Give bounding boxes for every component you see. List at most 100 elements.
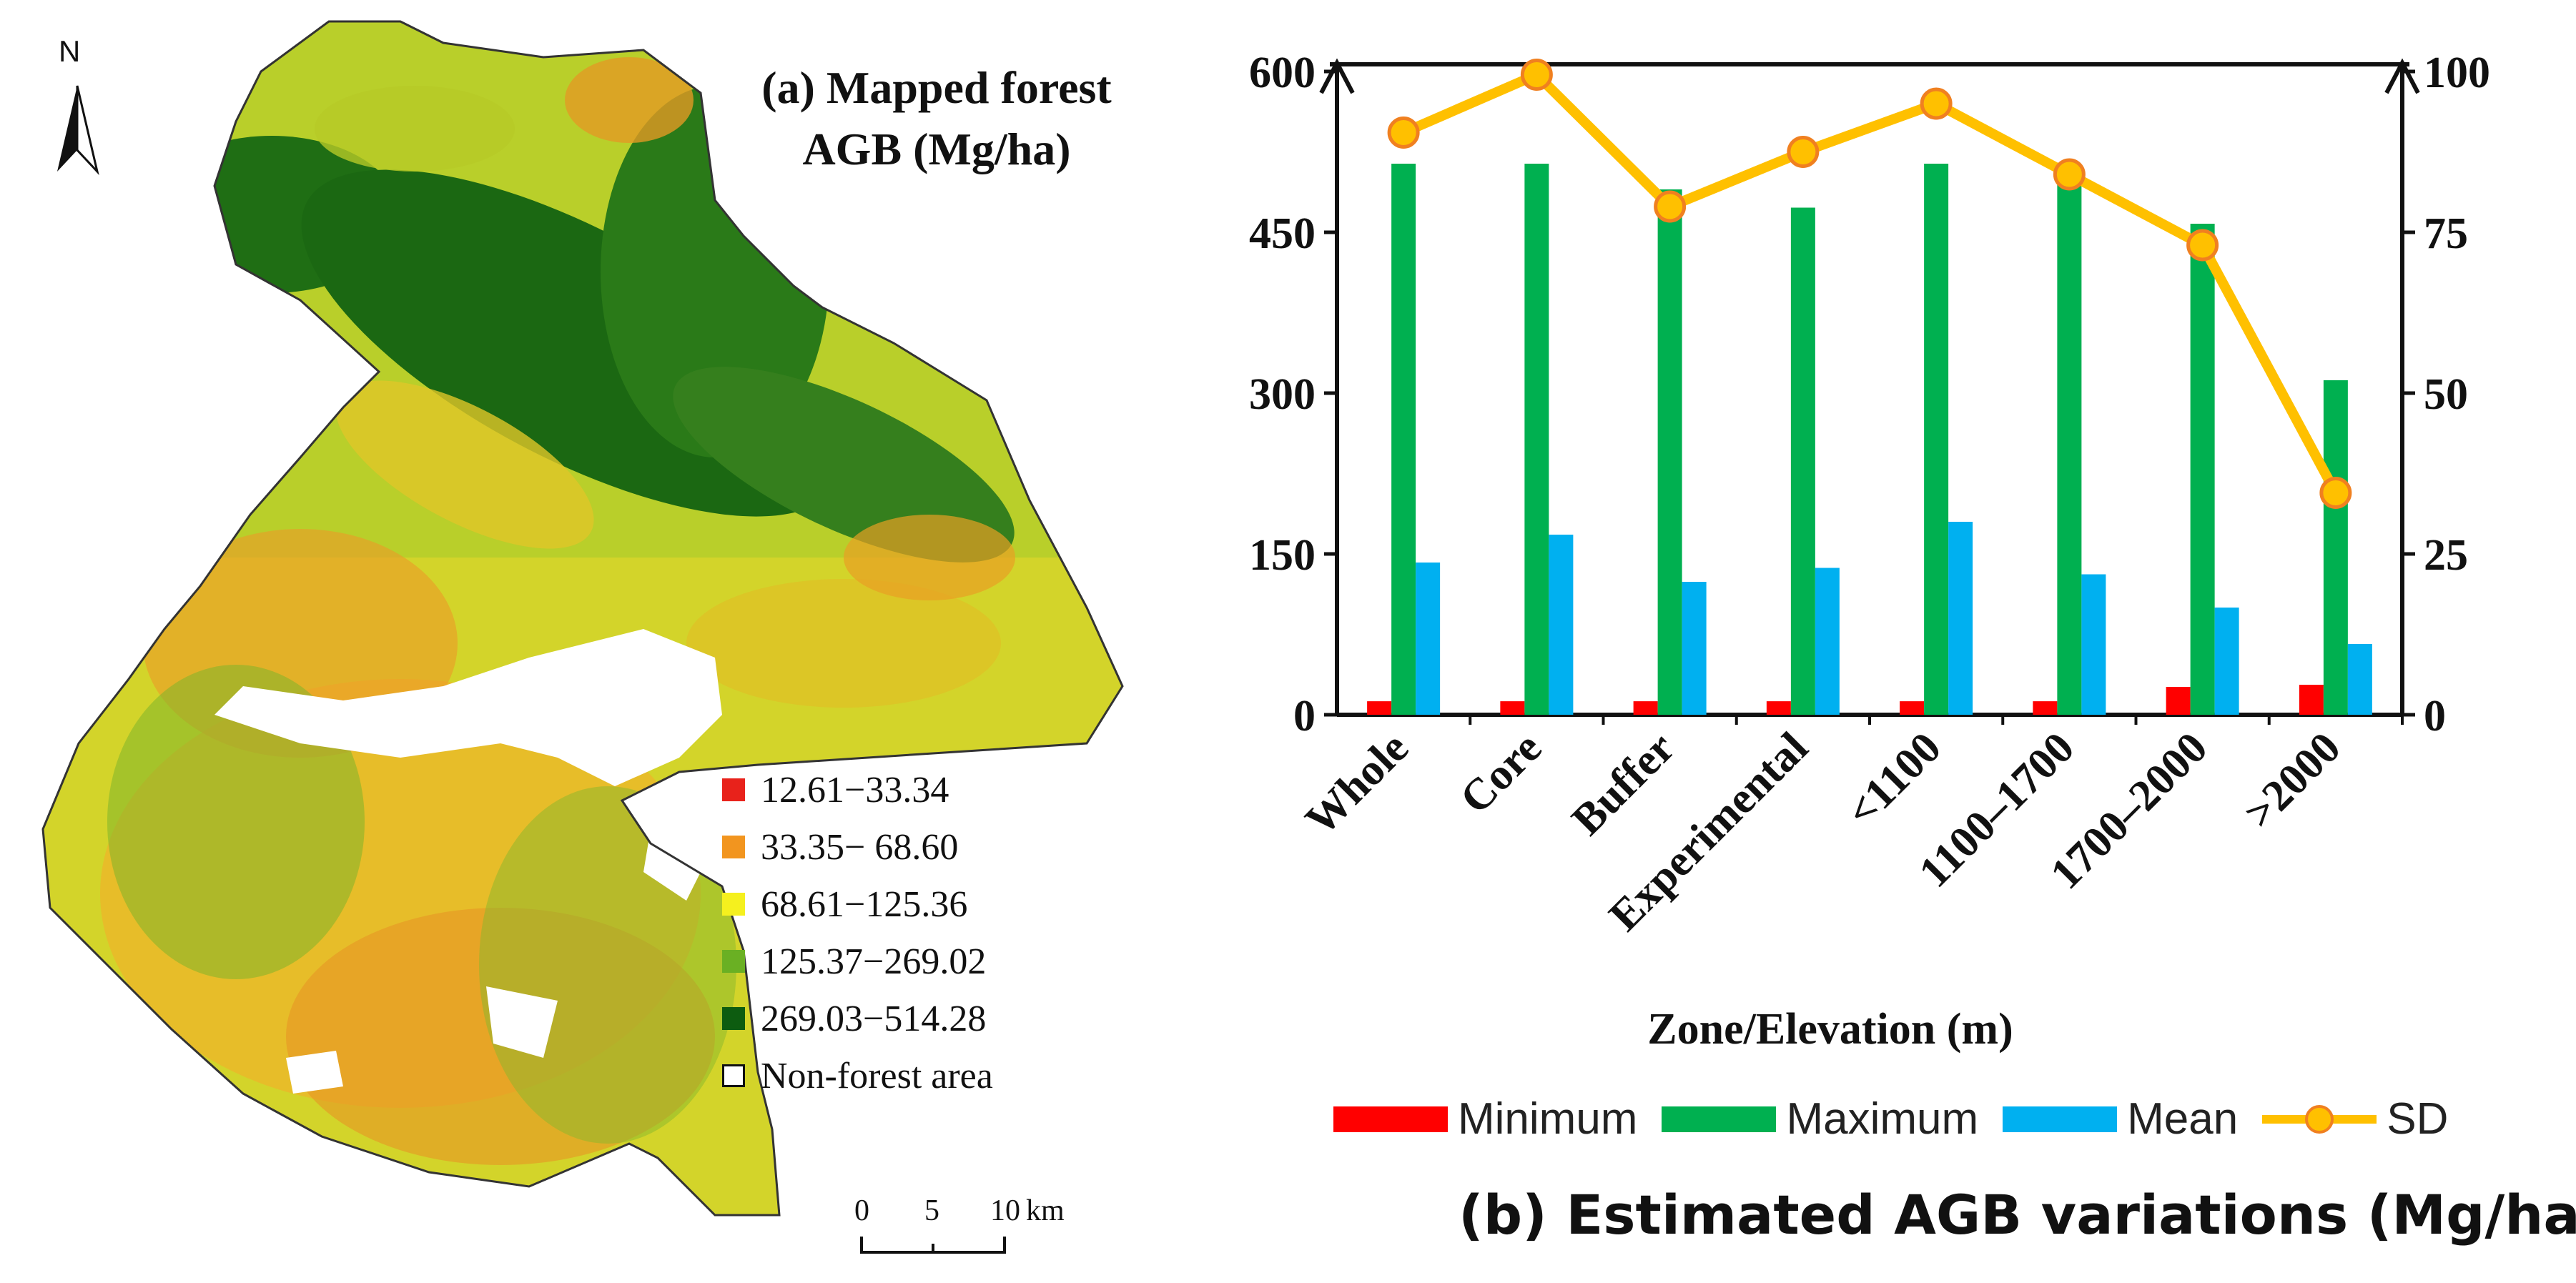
- legend-item: 33.35− 68.60: [722, 818, 993, 876]
- legend-swatch: [722, 893, 745, 916]
- bar-minimum: [2033, 701, 2058, 715]
- bar-maximum: [1657, 189, 1682, 715]
- bar-minimum: [1633, 701, 1658, 715]
- bar-mean: [1549, 535, 1574, 715]
- bar-minimum: [2299, 685, 2324, 715]
- north-label: N: [59, 34, 81, 68]
- legend-label: Minimum: [1458, 1094, 1638, 1144]
- left-tick-label: 600: [1249, 49, 1316, 97]
- bar-maximum: [1924, 164, 1949, 715]
- bar-mean: [2214, 608, 2239, 715]
- chart-bars: [1367, 164, 2372, 715]
- legend-swatch: [722, 950, 745, 973]
- bar-maximum: [2057, 181, 2082, 715]
- x-tick-label: <1100: [1837, 723, 1950, 836]
- bar-maximum: [2190, 224, 2215, 715]
- legend-item-maximum: Maximum: [1662, 1094, 1978, 1144]
- bar-mean: [2347, 644, 2372, 715]
- bar-minimum: [1500, 701, 1525, 715]
- right-tick-label: 75: [2424, 209, 2468, 258]
- scale-tick: 10: [990, 1194, 1020, 1227]
- sd-point: [1787, 136, 1820, 168]
- legend-label: 269.03−514.28: [761, 998, 987, 1039]
- bar-minimum: [1766, 701, 1791, 715]
- left-tick-label: 0: [1293, 692, 1316, 740]
- left-tick-label: 150: [1249, 531, 1316, 580]
- legend-item-minimum: Minimum: [1333, 1094, 1637, 1144]
- legend-item: 269.03−514.28: [722, 990, 993, 1047]
- legend-label: 68.61−125.36: [761, 883, 968, 925]
- sd-line: [1387, 59, 2352, 509]
- bar-maximum: [1524, 164, 1549, 715]
- chart-title: (b) Estimated AGB variations (Mg/ha): [1459, 1183, 2576, 1247]
- bar-mean: [1416, 563, 1441, 715]
- legend-swatch: [722, 836, 745, 858]
- bar-minimum: [1367, 701, 1392, 715]
- legend-label: 125.37−269.02: [761, 941, 987, 982]
- legend-label: Maximum: [1786, 1094, 1979, 1144]
- legend-swatch: [1662, 1106, 1777, 1132]
- x-tick-label: >2000: [2235, 723, 2350, 838]
- sd-point: [1654, 190, 1687, 223]
- legend-swatch: [722, 1064, 745, 1087]
- forest-agb-map: [41, 20, 1124, 1217]
- scale-unit: km: [1026, 1194, 1065, 1227]
- legend-label: Non-forest area: [761, 1055, 993, 1096]
- legend-label: Mean: [2127, 1094, 2239, 1144]
- legend-item: 12.61−33.34: [722, 761, 993, 818]
- chart-legend: Minimum Maximum Mean SD: [1333, 1094, 2472, 1144]
- legend-swatch: [1333, 1106, 1448, 1132]
- map-legend: 12.61−33.34 33.35− 68.60 68.61−125.36 12…: [722, 761, 993, 1104]
- scale-bar: 0 5 10 km: [854, 1194, 1065, 1265]
- x-tick-label: Whole: [1296, 723, 1418, 845]
- legend-swatch: [2003, 1106, 2118, 1132]
- scale-tick: 5: [924, 1194, 939, 1227]
- x-tick-label: Core: [1451, 723, 1551, 823]
- region-outline: [41, 20, 1124, 1217]
- legend-item: Non-forest area: [722, 1047, 993, 1104]
- right-tick-label: 50: [2424, 370, 2468, 419]
- left-tick-label: 450: [1249, 209, 1316, 258]
- legend-item: 68.61−125.36: [722, 876, 993, 933]
- sd-point: [2186, 229, 2219, 262]
- x-axis-label: Zone/Elevation (m): [1647, 1005, 2013, 1054]
- bar-mean: [2081, 574, 2106, 715]
- bar-maximum: [1790, 207, 1815, 715]
- bar-maximum: [1391, 164, 1416, 715]
- bar-mean: [1682, 582, 1707, 715]
- legend-label: 33.35− 68.60: [761, 826, 959, 868]
- legend-item: 125.37−269.02: [722, 933, 993, 990]
- left-tick-label: 300: [1249, 370, 1316, 419]
- bar-minimum: [2166, 687, 2191, 715]
- legend-item-mean: Mean: [2003, 1094, 2238, 1144]
- bar-mean: [1815, 568, 1840, 715]
- legend-item-sd: SD: [2262, 1094, 2448, 1144]
- bar-mean: [1948, 522, 1973, 715]
- scale-tick: 0: [854, 1194, 869, 1227]
- sd-point: [2319, 477, 2352, 509]
- legend-label: 12.61−33.34: [761, 769, 949, 811]
- bar-minimum: [1900, 701, 1925, 715]
- sd-point: [2053, 158, 2086, 191]
- map-title-line2: AGB (Mg/ha): [802, 124, 1071, 174]
- legend-swatch: [722, 1007, 745, 1030]
- sd-line-path: [1401, 69, 2341, 495]
- right-tick-label: 25: [2424, 531, 2468, 580]
- sd-legend-marker: [2262, 1104, 2377, 1134]
- sd-point: [1387, 117, 1420, 149]
- right-tick-label: 0: [2424, 692, 2446, 740]
- sd-point: [1920, 87, 1953, 120]
- map-panel: N (a) Mapped forest AGB (Mg/ha) 12.61−33…: [0, 0, 1144, 1279]
- sd-point: [1520, 59, 1553, 91]
- map-title-line1: (a) Mapped forest: [761, 62, 1112, 113]
- right-tick-label: 100: [2424, 49, 2490, 97]
- chart-panel: 0 150 300 450 600 0 25 50 75 100 Whole Core Buffer E…: [1144, 0, 2576, 1279]
- north-arrow-icon: [43, 29, 129, 186]
- map-title: (a) Mapped forest AGB (Mg/ha): [722, 57, 1151, 180]
- legend-label: SD: [2387, 1094, 2449, 1144]
- bar-maximum: [2323, 380, 2348, 715]
- x-tick-label: Buffer: [1563, 723, 1684, 845]
- legend-swatch: [722, 778, 745, 801]
